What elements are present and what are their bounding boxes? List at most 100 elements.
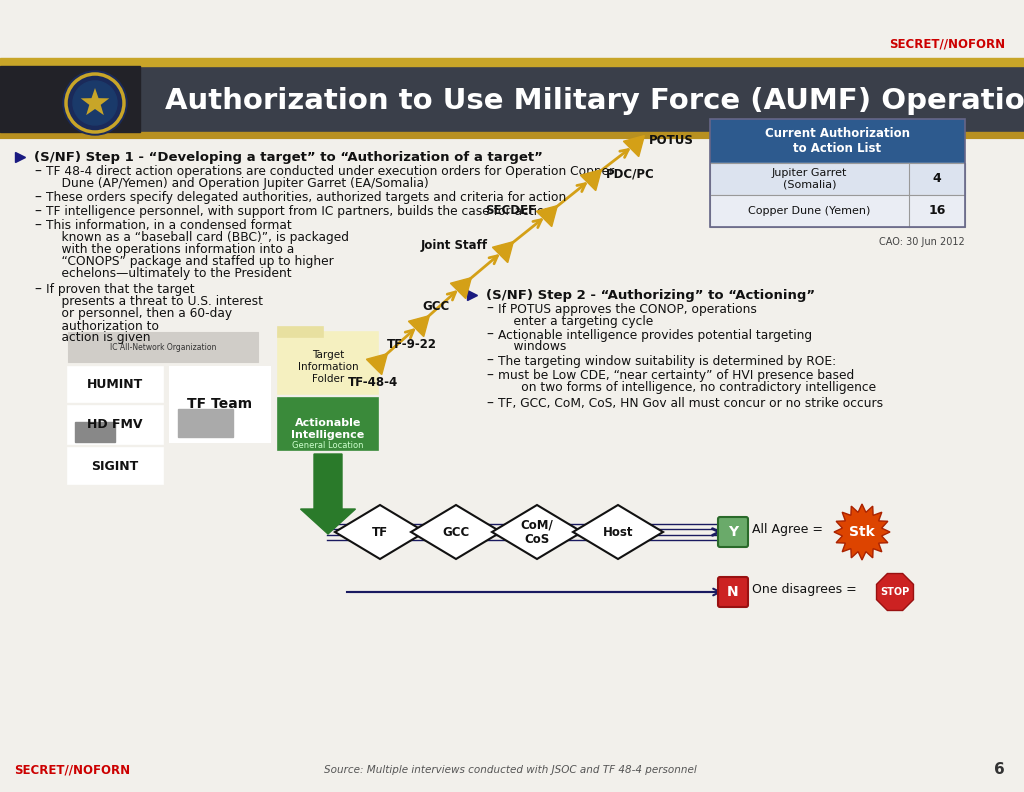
Bar [710, 163, 965, 195]
Bar [710, 195, 965, 227]
Text: Source: Multiple interviews conducted with JSOC and TF 48-4 personnel: Source: Multiple interviews conducted wi… [324, 765, 696, 775]
Text: HUMINT: HUMINT [87, 378, 143, 390]
Text: POTUS: POTUS [649, 134, 694, 147]
Text: echelons—ultimately to the President: echelons—ultimately to the President [46, 268, 292, 280]
Bar [0, 58, 1024, 66]
Text: N: N [727, 585, 738, 599]
Text: Stk: Stk [849, 525, 874, 539]
Text: CoM/
CoS: CoM/ CoS [520, 518, 553, 546]
Text: authorization to: authorization to [46, 319, 159, 333]
Text: with the operations information into a: with the operations information into a [46, 243, 294, 257]
Bar [278, 332, 378, 394]
Text: “CONOPS” package and staffed up to higher: “CONOPS” package and staffed up to highe… [46, 256, 334, 268]
Text: TF intelligence personnel, with support from IC partners, builds the case for ac: TF intelligence personnel, with support … [46, 205, 552, 219]
Text: Authorization to Use Military Force (AUMF) Operations: Authorization to Use Military Force (AUM… [165, 87, 1024, 115]
Text: –: – [34, 191, 41, 205]
Text: –: – [486, 369, 493, 383]
Text: (S/NF) Step 1 - “Developing a target” to “Authorization of a target”: (S/NF) Step 1 - “Developing a target” to… [34, 150, 543, 163]
Text: SECRET//NOFORN: SECRET//NOFORN [889, 37, 1005, 51]
Bar [68, 406, 163, 444]
Text: Actionable intelligence provides potential targeting: Actionable intelligence provides potenti… [498, 329, 812, 341]
Bar [68, 332, 258, 362]
Text: TF-48-4: TF-48-4 [348, 376, 398, 389]
Text: STOP: STOP [881, 587, 909, 597]
Text: CAO: 30 Jun 2012: CAO: 30 Jun 2012 [880, 237, 965, 247]
Text: action is given: action is given [46, 332, 151, 345]
Circle shape [73, 81, 117, 125]
Text: SECDEF: SECDEF [485, 204, 536, 216]
FancyBboxPatch shape [718, 577, 748, 607]
Text: (S/NF) Step 2 - “Authorizing” to “Actioning”: (S/NF) Step 2 - “Authorizing” to “Action… [486, 288, 815, 302]
Bar [278, 327, 323, 337]
Bar [0, 132, 1024, 137]
Bar [170, 367, 270, 442]
Text: known as a “baseball card (BBC)”, is packaged: known as a “baseball card (BBC)”, is pac… [46, 231, 349, 245]
Text: Current Authorization
to Action List: Current Authorization to Action List [765, 127, 910, 155]
Text: windows: windows [498, 341, 566, 353]
Text: If POTUS approves the CONOP, operations: If POTUS approves the CONOP, operations [498, 303, 757, 315]
Bar [178, 409, 233, 437]
Text: enter a targeting cycle: enter a targeting cycle [498, 314, 653, 328]
Text: This information, in a condensed format: This information, in a condensed format [46, 219, 292, 233]
Text: must be Low CDE, “near certainty” of HVI presence based: must be Low CDE, “near certainty” of HVI… [498, 370, 854, 383]
Text: The targeting window suitability is determined by ROE:: The targeting window suitability is dete… [498, 355, 837, 367]
Polygon shape [492, 505, 582, 559]
Text: 6: 6 [994, 763, 1005, 778]
Text: Y: Y [728, 525, 738, 539]
Text: presents a threat to U.S. interest: presents a threat to U.S. interest [46, 295, 263, 309]
Text: 4: 4 [933, 173, 941, 185]
Text: Actionable
Intelligence: Actionable Intelligence [292, 418, 365, 440]
Text: SIGINT: SIGINT [91, 459, 138, 473]
Bar [278, 398, 378, 450]
Text: Dune (AP/Yemen) and Operation Jupiter Garret (EA/Somalia): Dune (AP/Yemen) and Operation Jupiter Ga… [46, 177, 429, 191]
Text: IC All-Network Organization: IC All-Network Organization [110, 342, 216, 352]
Text: TF-9-22: TF-9-22 [387, 338, 437, 351]
Text: TF, GCC, CoM, CoS, HN Gov all must concur or no strike occurs: TF, GCC, CoM, CoS, HN Gov all must concu… [498, 398, 883, 410]
Text: 16: 16 [929, 204, 945, 218]
Text: SECRET//NOFORN: SECRET//NOFORN [14, 763, 130, 776]
Text: Jupiter Garret
(Somalia): Jupiter Garret (Somalia) [772, 168, 847, 190]
Bar [0, 66, 1024, 132]
Bar [710, 163, 965, 195]
Text: –: – [34, 219, 41, 233]
Text: All Agree =: All Agree = [752, 524, 823, 536]
Text: –: – [34, 283, 41, 297]
FancyArrow shape [300, 454, 355, 534]
FancyBboxPatch shape [718, 517, 748, 547]
Bar [710, 195, 965, 227]
Text: on two forms of intelligence, no contradictory intelligence: on two forms of intelligence, no contrad… [498, 382, 877, 394]
Text: GCC: GCC [442, 526, 470, 539]
Text: One disagrees =: One disagrees = [752, 584, 857, 596]
Bar [68, 448, 163, 484]
Text: or personnel, then a 60-day: or personnel, then a 60-day [46, 307, 232, 321]
Bar [68, 367, 163, 402]
Bar [0, 66, 140, 132]
Text: –: – [486, 354, 493, 368]
Polygon shape [834, 504, 890, 560]
Polygon shape [877, 573, 913, 611]
Polygon shape [335, 505, 425, 559]
Text: –: – [34, 165, 41, 179]
Text: Copper Dune (Yemen): Copper Dune (Yemen) [749, 206, 870, 216]
Text: –: – [34, 205, 41, 219]
Text: –: – [486, 397, 493, 411]
Text: Joint Staff: Joint Staff [421, 239, 488, 253]
Text: TF Team: TF Team [187, 397, 253, 411]
Text: TF 48-4 direct action operations are conducted under execution orders for Operat: TF 48-4 direct action operations are con… [46, 166, 614, 178]
Text: TF: TF [372, 526, 388, 539]
Text: Target
Information
Folder: Target Information Folder [298, 350, 358, 383]
Text: –: – [486, 328, 493, 342]
Text: General Location: General Location [292, 441, 364, 451]
Text: Host: Host [603, 526, 633, 539]
Polygon shape [411, 505, 501, 559]
Bar [75, 422, 115, 442]
Bar [710, 119, 965, 163]
Polygon shape [573, 505, 663, 559]
Text: If proven that the target: If proven that the target [46, 284, 195, 296]
Polygon shape [81, 88, 110, 115]
Text: These orders specify delegated authorities, authorized targets and criteria for : These orders specify delegated authoriti… [46, 192, 566, 204]
Text: HD FMV: HD FMV [87, 418, 142, 432]
Text: PDC/PC: PDC/PC [606, 167, 654, 181]
Text: –: – [486, 302, 493, 316]
Circle shape [63, 71, 127, 135]
